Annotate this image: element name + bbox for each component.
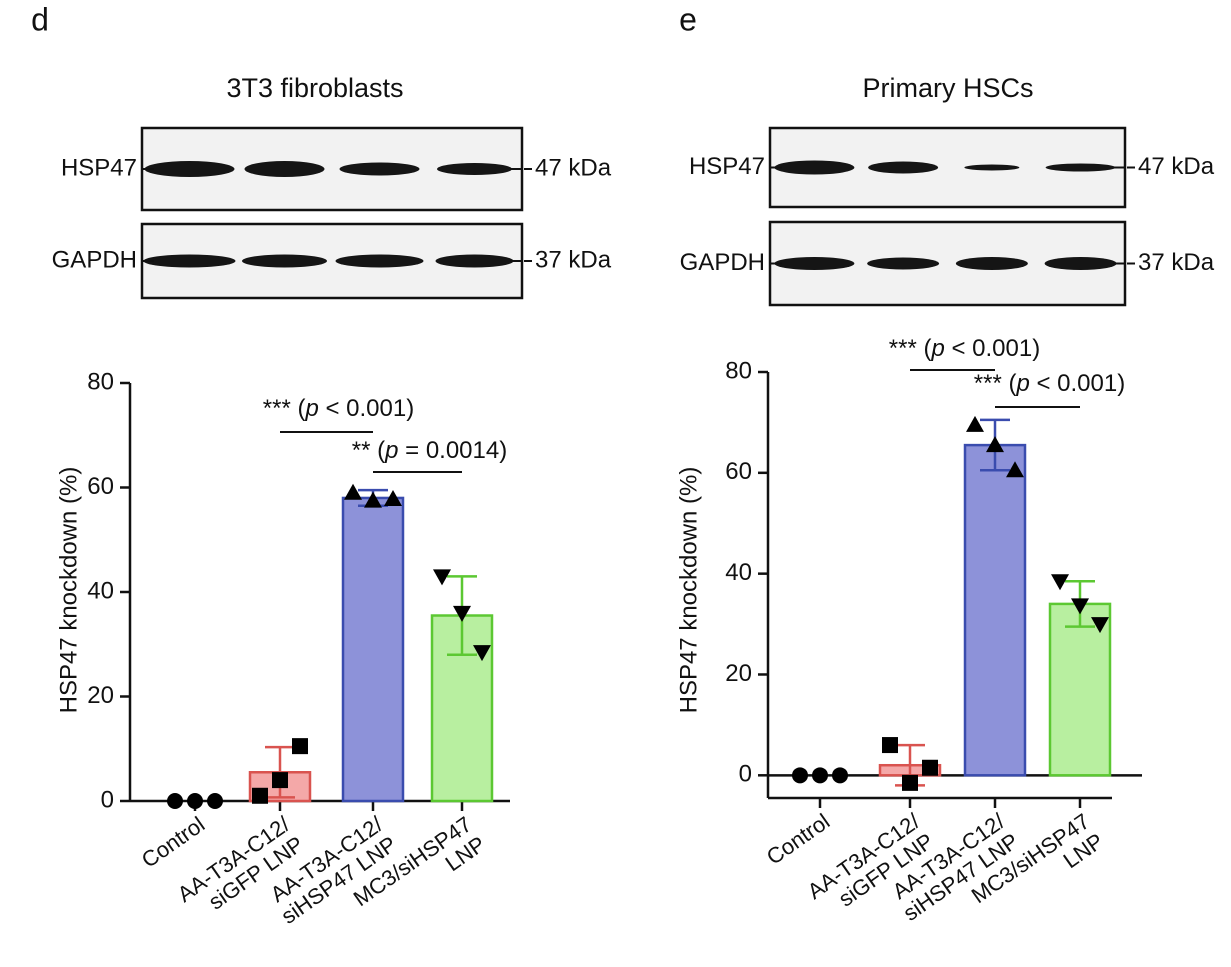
data-point — [792, 767, 808, 784]
protein-label: HSP47 — [689, 153, 765, 180]
blot-band — [774, 160, 855, 175]
data-point — [272, 772, 288, 789]
blot-band — [244, 161, 325, 177]
significance-label: *** (p < 0.001) — [263, 395, 414, 422]
data-point — [882, 737, 898, 754]
y-tick-label: 40 — [725, 559, 752, 586]
blot-band — [867, 257, 940, 270]
data-point — [1051, 574, 1069, 591]
significance-stars: ** ( — [352, 437, 385, 464]
data-point — [433, 569, 451, 586]
size-label: 37 kDa — [535, 246, 612, 273]
x-tick-label: Control — [762, 808, 834, 869]
data-point — [364, 491, 382, 508]
y-tick-label: 40 — [87, 577, 114, 604]
blot-band — [437, 163, 512, 175]
x-tick-label-line: Control — [137, 811, 209, 872]
bar — [963, 443, 1027, 777]
significance-value: = 0.0014) — [398, 437, 507, 464]
protein-label: HSP47 — [61, 154, 137, 181]
bar — [341, 496, 405, 803]
significance-p: p — [1015, 370, 1029, 397]
significance-stars: *** ( — [889, 335, 932, 362]
significance-stars: *** ( — [974, 370, 1017, 397]
size-label: 37 kDa — [1138, 249, 1215, 276]
data-point — [986, 436, 1004, 453]
blot-band — [143, 254, 236, 268]
data-point — [252, 787, 268, 804]
blot-title: 3T3 fibroblasts — [226, 73, 403, 103]
significance-p: p — [304, 395, 318, 422]
blot-band — [868, 161, 939, 174]
x-tick-label-line: Control — [762, 808, 834, 869]
y-tick-label: 0 — [739, 761, 752, 788]
y-tick-label: 20 — [87, 682, 114, 709]
protein-label: GAPDH — [680, 249, 765, 276]
significance-stars: *** ( — [263, 395, 306, 422]
data-point — [473, 645, 491, 662]
significance-value: < 0.001) — [319, 395, 414, 422]
significance-p: p — [930, 335, 944, 362]
x-tick-label: Control — [137, 811, 209, 872]
y-tick-label: 0 — [101, 786, 114, 813]
blot-band — [335, 254, 424, 268]
data-point — [1071, 598, 1089, 615]
data-point — [167, 793, 183, 809]
blot-band — [144, 161, 235, 177]
data-point — [812, 767, 828, 784]
blot-band — [339, 162, 420, 176]
size-label: 47 kDa — [1138, 153, 1215, 180]
blot-band — [1044, 257, 1117, 270]
blot-band — [964, 164, 1020, 171]
data-point — [292, 738, 308, 755]
data-point — [207, 793, 223, 809]
significance-label: ** (p = 0.0014) — [352, 437, 507, 464]
blot-band — [242, 254, 327, 268]
panel-label: d — [31, 1, 49, 37]
significance-p: p — [384, 437, 398, 464]
data-point — [187, 793, 203, 809]
data-point — [832, 767, 848, 784]
data-point — [902, 774, 918, 791]
y-tick-label: 80 — [87, 368, 114, 395]
panel-label: e — [679, 1, 697, 37]
y-tick-label: 80 — [725, 357, 752, 384]
data-point — [344, 483, 362, 500]
blot-band — [435, 254, 514, 268]
data-point — [922, 759, 938, 776]
blot-band — [1045, 163, 1116, 172]
y-tick-label: 60 — [87, 473, 114, 500]
significance-value: < 0.001) — [1030, 370, 1125, 397]
blot-band — [955, 257, 1028, 270]
blot-title: Primary HSCs — [862, 73, 1033, 103]
data-point — [453, 605, 471, 622]
y-tick-label: 20 — [725, 660, 752, 687]
y-tick-label: 60 — [725, 458, 752, 485]
data-point — [384, 489, 402, 506]
data-point — [966, 415, 984, 432]
protein-label: GAPDH — [52, 246, 137, 273]
blot-band — [774, 257, 855, 270]
y-axis-label: HSP47 knockdown (%) — [55, 467, 82, 714]
significance-value: < 0.001) — [945, 335, 1040, 362]
data-point — [1091, 617, 1109, 634]
size-label: 47 kDa — [535, 154, 612, 181]
data-point — [1006, 461, 1024, 478]
significance-label: *** (p < 0.001) — [974, 370, 1125, 397]
significance-label: *** (p < 0.001) — [889, 335, 1040, 362]
y-axis-label: HSP47 knockdown (%) — [675, 467, 702, 714]
